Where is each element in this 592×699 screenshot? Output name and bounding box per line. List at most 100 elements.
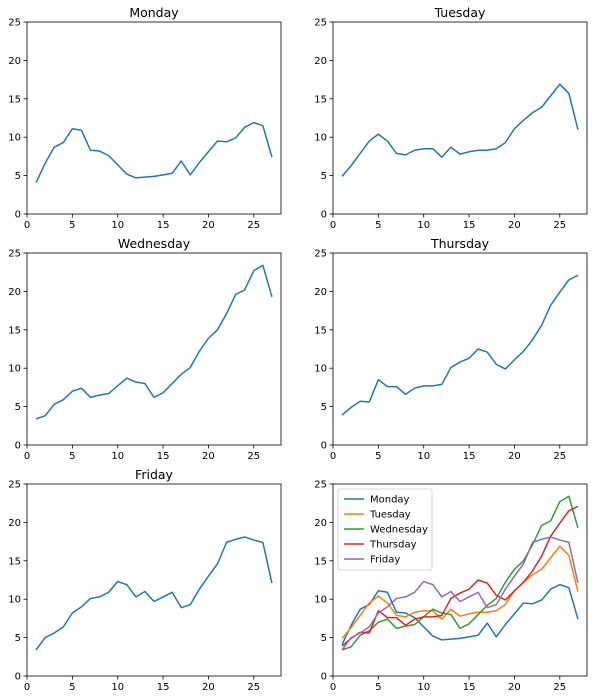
plot-frame	[332, 21, 588, 215]
y-tick-label: 10	[314, 595, 327, 606]
y-tick-label: 10	[8, 133, 21, 144]
x-tick-label: 25	[553, 451, 566, 462]
subplot-4: Thursday 0 5 10 15 20 25 0 5 10 15 20 25	[314, 236, 588, 462]
y-tick-label: 0	[321, 441, 327, 452]
y-tick-label: 20	[8, 56, 21, 67]
series-line	[35, 536, 273, 651]
subplot-6: 0 5 10 15 20 25 0 5 10 15 20 25 Monday Tuesday Wednesd…	[314, 480, 588, 693]
series-line-thursday	[341, 505, 579, 647]
y-tick-label: 0	[15, 441, 21, 452]
x-tick-label: 15	[157, 682, 170, 693]
y-tick-label: 20	[8, 287, 21, 298]
legend-label: Monday	[370, 495, 410, 506]
y-tick-label: 0	[15, 672, 21, 683]
x-tick-label: 25	[553, 682, 566, 693]
subplot-title: Wednesday	[118, 236, 191, 251]
x-tick-label: 10	[417, 451, 430, 462]
y-tick-label: 0	[321, 672, 327, 683]
x-tick-label: 5	[375, 682, 381, 693]
legend-label: Tuesday	[369, 510, 411, 521]
subplot-title: Thursday	[430, 236, 490, 251]
y-tick-label: 5	[321, 171, 327, 182]
subplot-1: Monday 0 5 10 15 20 25 0 5 10 15 20 25	[8, 5, 282, 231]
series-line-tuesday	[341, 545, 579, 639]
series-line	[341, 274, 579, 416]
x-tick-label: 25	[247, 451, 260, 462]
y-tick-label: 25	[8, 18, 21, 29]
legend: Monday Tuesday Wednesday Thursday Friday	[337, 488, 433, 571]
y-tick-label: 25	[314, 249, 327, 260]
x-tick-label: 0	[330, 682, 336, 693]
x-tick-label: 15	[157, 451, 170, 462]
x-tick-label: 20	[202, 451, 215, 462]
x-tick-label: 15	[157, 220, 170, 231]
plot-frame	[332, 483, 588, 677]
x-tick-label: 10	[417, 220, 430, 231]
y-tick-label: 0	[321, 210, 327, 221]
series-line-wednesday	[341, 495, 579, 651]
plot-frame	[26, 483, 282, 677]
y-tick-label: 10	[314, 133, 327, 144]
series-line	[35, 121, 273, 183]
y-tick-label: 15	[314, 556, 327, 567]
series-line	[35, 264, 273, 420]
x-tick-label: 15	[463, 451, 476, 462]
y-tick-label: 25	[314, 18, 327, 29]
plot-frame	[26, 252, 282, 446]
y-tick-label: 10	[314, 364, 327, 375]
y-tick-label: 5	[15, 633, 21, 644]
y-tick-label: 25	[8, 480, 21, 491]
y-tick-label: 5	[321, 633, 327, 644]
y-tick-label: 15	[8, 556, 21, 567]
y-tick-label: 10	[8, 595, 21, 606]
x-tick-label: 5	[375, 220, 381, 231]
x-tick-label: 10	[111, 451, 124, 462]
x-tick-label: 25	[247, 682, 260, 693]
y-tick-label: 15	[8, 94, 21, 105]
legend-label: Friday	[370, 555, 400, 566]
legend-box	[337, 488, 433, 571]
x-tick-label: 5	[69, 451, 75, 462]
plot-frame	[332, 252, 588, 446]
y-tick-label: 15	[314, 325, 327, 336]
y-tick-label: 5	[321, 402, 327, 413]
x-tick-label: 0	[24, 682, 30, 693]
y-tick-label: 20	[314, 287, 327, 298]
plot-frame	[26, 21, 282, 215]
x-tick-label: 5	[69, 682, 75, 693]
y-tick-label: 20	[314, 518, 327, 529]
x-tick-label: 0	[330, 451, 336, 462]
x-tick-label: 5	[69, 220, 75, 231]
x-tick-label: 0	[24, 220, 30, 231]
subplot-3: Wednesday 0 5 10 15 20 25 0 5 10 15 20 25	[8, 236, 282, 462]
x-tick-label: 25	[553, 220, 566, 231]
x-tick-label: 10	[417, 682, 430, 693]
y-tick-label: 0	[15, 210, 21, 221]
x-tick-label: 20	[508, 451, 521, 462]
x-tick-label: 20	[202, 682, 215, 693]
subplot-title: Tuesday	[434, 5, 486, 20]
subplot-2: Tuesday 0 5 10 15 20 25 0 5 10 15 20 25	[314, 5, 588, 231]
y-tick-label: 10	[8, 364, 21, 375]
x-tick-label: 20	[202, 220, 215, 231]
x-tick-label: 15	[463, 220, 476, 231]
y-tick-label: 15	[314, 94, 327, 105]
x-tick-label: 20	[508, 220, 521, 231]
subplot-title: Monday	[129, 5, 179, 20]
x-tick-label: 15	[463, 682, 476, 693]
y-tick-label: 25	[8, 249, 21, 260]
x-tick-label: 5	[375, 451, 381, 462]
y-tick-label: 20	[314, 56, 327, 67]
subplot-title: Friday	[135, 467, 173, 482]
x-tick-label: 10	[111, 682, 124, 693]
subplot-5: Friday 0 5 10 15 20 25 0 5 10 15 20 25	[8, 467, 282, 693]
series-line-monday	[341, 583, 579, 645]
x-tick-label: 20	[508, 682, 521, 693]
y-tick-label: 5	[15, 171, 21, 182]
legend-label: Thursday	[369, 540, 417, 551]
series-line-friday	[341, 536, 579, 651]
x-tick-label: 0	[330, 220, 336, 231]
y-tick-label: 5	[15, 402, 21, 413]
x-tick-label: 25	[247, 220, 260, 231]
